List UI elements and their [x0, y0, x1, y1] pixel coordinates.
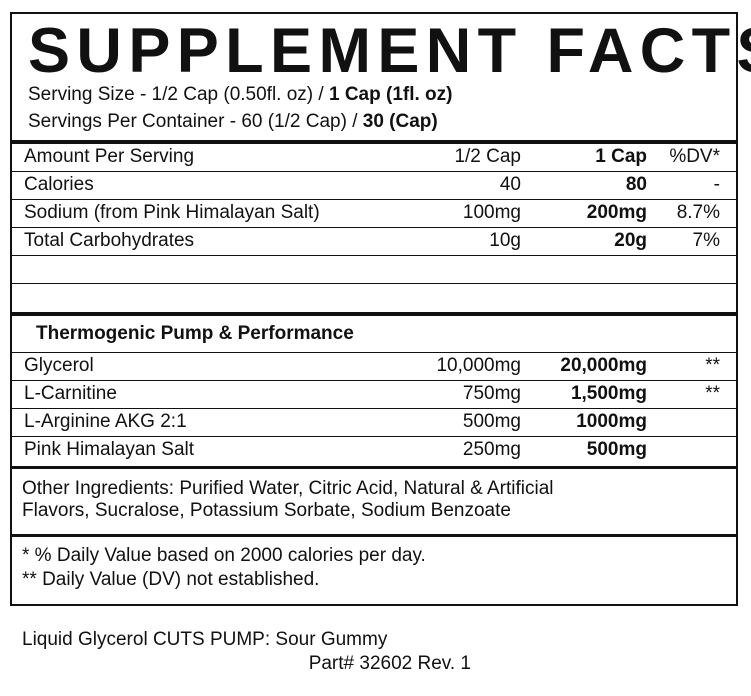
row-value: %DV*: [669, 146, 720, 167]
text: Servings Per Container - 60 (1/2 Cap) /: [28, 111, 363, 132]
rule: [10, 255, 738, 256]
row-label: L-Arginine AKG 2:1: [24, 411, 187, 432]
row-label: Sodium (from Pink Himalayan Salt): [24, 202, 320, 223]
footer: Part# 32602 Rev. 1: [308, 653, 471, 674]
row-value: 500mg: [462, 411, 521, 432]
rule: [10, 436, 738, 437]
rule: [10, 227, 738, 228]
row-value: 200mg: [586, 202, 647, 223]
row-value: 10,000mg: [436, 355, 521, 376]
serving-size: Serving Size - 1/2 Cap (0.50fl. oz) / 1 …: [28, 84, 452, 106]
row-value: 1/2 Cap: [454, 146, 521, 167]
text: 1 Cap (1fl. oz): [328, 84, 453, 105]
rule: [10, 352, 738, 353]
text: Serving Size - 1/2 Cap (0.50fl. oz) /: [28, 84, 329, 105]
row-value: 1 Cap: [595, 146, 647, 167]
row-value: 8.7%: [676, 202, 720, 223]
rule: [10, 171, 738, 172]
rule: [10, 380, 738, 381]
other-ingredients: Other Ingredients: Purified Water, Citri…: [22, 478, 554, 499]
footnote: * % Daily Value based on 2000 calories p…: [22, 545, 426, 566]
row-value: 250mg: [462, 439, 521, 460]
rule: [10, 408, 738, 409]
row-value: 80: [625, 174, 647, 195]
row-value: 1,500mg: [570, 383, 647, 404]
rule: [10, 283, 738, 284]
row-value: 10g: [489, 230, 521, 251]
row-value: **: [705, 383, 720, 404]
other-ingredients: Flavors, Sucralose, Potassium Sorbate, S…: [22, 500, 511, 521]
row-value: -: [713, 174, 720, 195]
row-value: 40: [499, 174, 521, 195]
row-label: Pink Himalayan Salt: [24, 439, 195, 460]
label-box: [10, 12, 738, 606]
rule: [10, 466, 738, 469]
text: 30 (Cap): [362, 111, 438, 132]
row-value: 750mg: [462, 383, 521, 404]
footer: Liquid Glycerol CUTS PUMP: Sour Gummy: [22, 629, 388, 650]
row-label: L-Carnitine: [24, 383, 117, 404]
row-label: Amount Per Serving: [24, 146, 195, 167]
title: SUPPLEMENT FACTS: [28, 16, 751, 86]
rule: [10, 199, 738, 200]
row-value: 20g: [614, 230, 647, 251]
row-value: 1000mg: [576, 411, 647, 432]
row-label: Calories: [24, 174, 94, 195]
row-value: 20,000mg: [560, 355, 647, 376]
servings-per-container: Servings Per Container - 60 (1/2 Cap) / …: [28, 111, 438, 133]
row-value: 7%: [692, 230, 720, 251]
footnote: ** Daily Value (DV) not established.: [22, 569, 320, 590]
rule: [10, 312, 738, 316]
row-value: 500mg: [586, 439, 647, 460]
rule: [10, 140, 738, 144]
row-label: Glycerol: [24, 355, 94, 376]
row-value: **: [705, 355, 720, 376]
row-value: 100mg: [462, 202, 521, 223]
row-label: Total Carbohydrates: [24, 230, 195, 251]
rule: [10, 534, 738, 537]
section-title: Thermogenic Pump & Performance: [36, 323, 354, 344]
